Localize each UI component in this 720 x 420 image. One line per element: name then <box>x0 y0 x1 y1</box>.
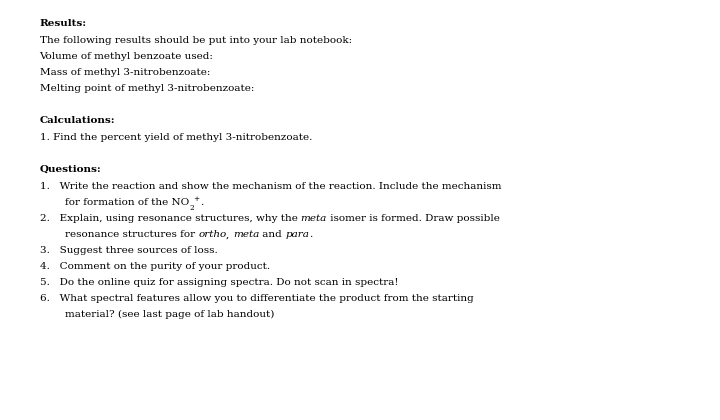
Text: and: and <box>259 230 285 239</box>
Text: 2: 2 <box>189 204 194 212</box>
Text: +: + <box>194 194 200 202</box>
Text: for formation of the NO: for formation of the NO <box>65 198 189 207</box>
Text: ortho: ortho <box>198 230 226 239</box>
Text: ,: , <box>226 230 233 239</box>
Text: isomer is formed. Draw possible: isomer is formed. Draw possible <box>327 214 500 223</box>
Text: .: . <box>200 198 203 207</box>
Text: meta: meta <box>301 214 327 223</box>
Text: Questions:: Questions: <box>40 165 102 174</box>
Text: 6.   What spectral features allow you to differentiate the product from the star: 6. What spectral features allow you to d… <box>40 294 473 303</box>
Text: Volume of methyl benzoate used:: Volume of methyl benzoate used: <box>40 52 213 61</box>
Text: 3.   Suggest three sources of loss.: 3. Suggest three sources of loss. <box>40 246 217 255</box>
Text: Calculations:: Calculations: <box>40 116 115 125</box>
Text: 1.   Write the reaction and show the mechanism of the reaction. Include the mech: 1. Write the reaction and show the mecha… <box>40 182 501 192</box>
Text: Melting point of methyl 3-nitrobenzoate:: Melting point of methyl 3-nitrobenzoate: <box>40 84 254 93</box>
Text: Results:: Results: <box>40 19 86 28</box>
Text: meta: meta <box>233 230 259 239</box>
Text: 5.   Do the online quiz for assigning spectra. Do not scan in spectra!: 5. Do the online quiz for assigning spec… <box>40 278 398 287</box>
Text: 2.   Explain, using resonance structures, why the: 2. Explain, using resonance structures, … <box>40 214 301 223</box>
Text: resonance structures for: resonance structures for <box>65 230 198 239</box>
Text: 4.   Comment on the purity of your product.: 4. Comment on the purity of your product… <box>40 262 270 271</box>
Text: .: . <box>309 230 312 239</box>
Text: material? (see last page of lab handout): material? (see last page of lab handout) <box>65 310 274 319</box>
Text: Mass of methyl 3-nitrobenzoate:: Mass of methyl 3-nitrobenzoate: <box>40 68 210 77</box>
Text: para: para <box>285 230 309 239</box>
Text: The following results should be put into your lab notebook:: The following results should be put into… <box>40 37 352 45</box>
Text: 1. Find the percent yield of methyl 3-nitrobenzoate.: 1. Find the percent yield of methyl 3-ni… <box>40 134 312 142</box>
